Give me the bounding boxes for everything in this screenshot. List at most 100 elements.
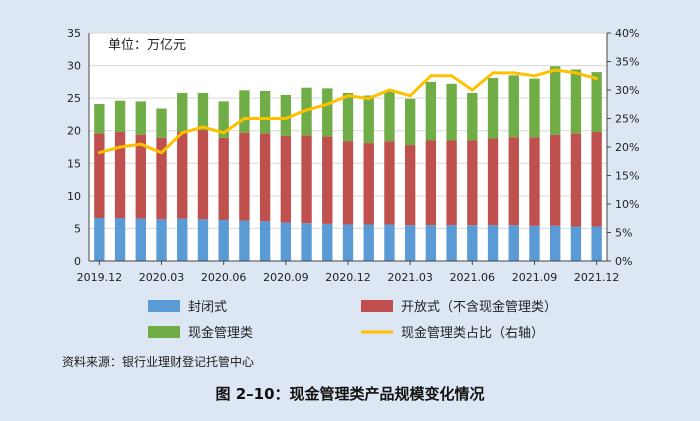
bar-cash: [591, 72, 602, 133]
bar-cash: [570, 69, 582, 134]
bar-closed: [280, 222, 292, 261]
bar-cash: [197, 92, 209, 131]
figure-caption: 图 2–10：现金管理类产品规模变化情况: [215, 385, 485, 403]
bar-closed: [487, 225, 499, 261]
y-right-tick-label: 30%: [615, 84, 639, 97]
x-tick-label: 2021.09: [512, 271, 558, 284]
ratio-point: [574, 71, 578, 75]
legend-label-ratio: 现金管理类占比（右轴）: [401, 325, 544, 341]
ratio-point: [139, 142, 143, 146]
y-left-tick-label: 25: [67, 92, 81, 105]
y-left-tick-label: 35: [67, 27, 81, 40]
bar-cash: [529, 78, 540, 138]
bar-closed: [259, 221, 271, 261]
bar-open: [363, 143, 374, 225]
bar-cash: [280, 94, 292, 136]
y-right-tick-label: 15%: [615, 170, 639, 183]
ratio-point: [160, 151, 164, 155]
x-tick-label: 2020.03: [139, 271, 185, 284]
bar-open: [384, 141, 395, 225]
bar-cash: [342, 92, 354, 142]
ratio-point: [180, 131, 184, 135]
y-right-tick-label: 25%: [615, 113, 639, 126]
unit-label: 单位：万亿元: [108, 38, 186, 53]
bar-closed: [322, 223, 333, 261]
bar-open: [550, 134, 561, 226]
bar-open: [446, 140, 457, 226]
bar-cash: [259, 90, 271, 134]
x-tick-label: 2021.12: [574, 271, 620, 284]
ratio-point: [429, 74, 433, 78]
ratio-point: [118, 145, 122, 149]
legend-swatch-open: [361, 300, 393, 312]
y-right-tick-label: 0%: [615, 255, 632, 268]
bar-closed: [301, 223, 312, 261]
bar-cash: [508, 75, 519, 138]
bar-open: [467, 140, 478, 226]
y-right-tick-label: 20%: [615, 141, 639, 154]
ratio-point: [284, 117, 288, 120]
ratio-point: [491, 71, 495, 75]
legend: 封闭式 开放式（不含现金管理类） 现金管理类 现金管理类占比（右轴）: [148, 299, 557, 341]
ratio-point: [512, 71, 516, 75]
ratio-point: [201, 125, 205, 129]
bar-closed: [591, 226, 602, 261]
bar-open: [197, 130, 209, 220]
bar-open: [508, 137, 519, 226]
ratio-point: [532, 74, 536, 78]
ratio-point: [553, 68, 557, 72]
bar-closed: [446, 225, 457, 261]
bar-closed: [570, 226, 582, 261]
bar-open: [114, 132, 126, 219]
bar-closed: [239, 220, 250, 261]
bar-open: [94, 133, 105, 219]
bar-cash: [487, 77, 499, 139]
bar-open: [156, 137, 167, 220]
ratio-point: [346, 94, 350, 98]
ratio-point: [263, 117, 267, 120]
bar-closed: [197, 219, 209, 261]
ratio-point: [222, 131, 226, 135]
y-left-tick-label: 5: [74, 222, 81, 235]
bar-open: [570, 133, 582, 227]
bar-cash: [404, 98, 416, 146]
bar-closed: [425, 225, 437, 261]
y-left-tick-label: 20: [67, 125, 81, 138]
bars: [94, 66, 602, 261]
ratio-point: [595, 77, 599, 81]
bar-closed: [404, 225, 416, 261]
legend-swatch-closed: [148, 300, 180, 312]
ratio-point: [305, 108, 309, 112]
ratio-point: [367, 97, 371, 101]
y-right-tick-label: 40%: [615, 27, 639, 40]
bar-cash: [384, 90, 395, 142]
bar-cash: [135, 101, 146, 135]
ratio-point: [408, 94, 412, 98]
bar-open: [425, 140, 437, 226]
y-right-tick-label: 35%: [615, 56, 639, 69]
x-tick-label: 2021.06: [450, 271, 496, 284]
bar-open: [322, 136, 333, 224]
bar-open: [177, 132, 188, 219]
bar-open: [280, 135, 292, 223]
bar-cash: [239, 90, 250, 133]
ratio-point: [97, 151, 101, 155]
bar-closed: [384, 224, 395, 261]
bar-open: [239, 132, 250, 221]
axes: 0 5 10 15 20 25 30 35 0% 5% 10% 15% 20% 25% 30% 35% 40% 2…: [67, 27, 639, 284]
bar-cash: [467, 92, 478, 141]
x-tick-label: 2020.06: [201, 271, 247, 284]
legend-label-closed: 封闭式: [188, 300, 227, 315]
ratio-point: [470, 88, 474, 92]
bar-cash: [94, 104, 105, 134]
bar-cash: [446, 83, 457, 141]
bar-open: [487, 138, 499, 226]
bar-cash: [363, 95, 374, 144]
x-tick-label: 2021.03: [387, 271, 433, 284]
bar-open: [301, 135, 312, 224]
bar-open: [218, 137, 229, 220]
y-left-tick-label: 0: [74, 255, 81, 268]
y-right-tick-label: 10%: [615, 198, 639, 211]
